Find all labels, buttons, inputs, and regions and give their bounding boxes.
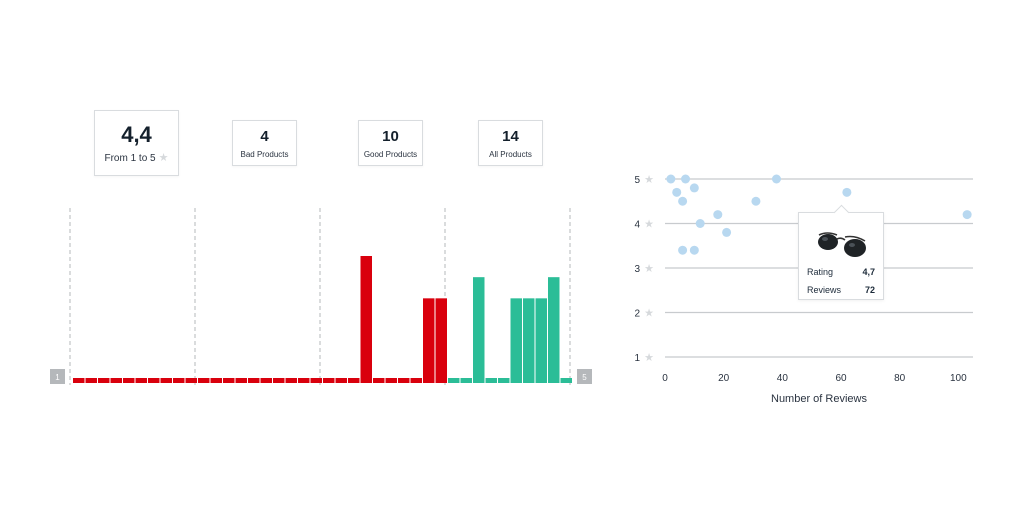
histogram-bar[interactable] — [385, 378, 398, 383]
all-products-card: 14 All Products — [478, 120, 543, 166]
y-tick-label: 5 — [634, 175, 640, 186]
histogram-bar[interactable] — [460, 378, 473, 383]
x-axis-label: Number of Reviews — [771, 393, 867, 405]
scatter-point[interactable] — [842, 187, 852, 197]
scatter-point[interactable] — [678, 196, 688, 206]
y-tick-label: 4 — [634, 220, 640, 231]
histogram-bar[interactable] — [198, 378, 210, 383]
bad-products-count: 4 — [260, 127, 269, 145]
sunglasses-icon — [818, 232, 866, 257]
bad-products-card: 4 Bad Products — [232, 120, 297, 166]
badge-label: 5 — [582, 373, 587, 382]
histogram-bar[interactable] — [423, 298, 435, 383]
histogram-bar[interactable] — [348, 378, 360, 383]
scatter-point[interactable] — [695, 219, 705, 228]
histogram-bar[interactable] — [135, 378, 148, 383]
scatter-point[interactable] — [678, 245, 688, 255]
histogram-bar[interactable] — [73, 378, 85, 383]
scatter-point[interactable] — [962, 210, 972, 220]
average-rating-label: From 1 to 5 — [104, 152, 156, 164]
tooltip-rating-value: 4,7 — [862, 267, 875, 277]
badge-label: 1 — [55, 373, 60, 382]
histogram-bar[interactable] — [485, 378, 498, 383]
scatter-point[interactable] — [681, 174, 691, 184]
histogram-bar[interactable] — [298, 378, 310, 383]
star-icon: ★ — [644, 352, 654, 364]
x-end-badge: 5 — [577, 369, 592, 384]
histogram-bar[interactable] — [398, 378, 410, 383]
histogram-bar[interactable] — [185, 378, 198, 383]
histogram-bar[interactable] — [448, 378, 460, 383]
good-products-card: 10 Good Products — [358, 120, 423, 166]
x-tick-label: 80 — [894, 373, 906, 384]
histogram-bar[interactable] — [523, 298, 535, 383]
scatter-point[interactable] — [689, 183, 699, 193]
bad-products-label: Bad Products — [240, 149, 289, 159]
scatter-point[interactable] — [672, 187, 682, 197]
histogram-bar[interactable] — [160, 378, 173, 383]
histogram-bar[interactable] — [498, 378, 510, 383]
scatter-point[interactable] — [751, 196, 761, 206]
histogram-bar[interactable] — [173, 378, 185, 383]
histogram-bar[interactable] — [85, 378, 98, 383]
histogram-bar[interactable] — [310, 378, 323, 383]
histogram-bar[interactable] — [210, 378, 223, 383]
histogram-bar[interactable] — [560, 378, 573, 383]
x-tick-label: 40 — [777, 373, 789, 384]
scatter-point[interactable] — [771, 174, 781, 184]
tooltip-rating-label: Rating — [807, 267, 834, 277]
x-tick-label: 60 — [835, 373, 847, 384]
histogram-bar[interactable] — [360, 256, 373, 383]
tooltip-reviews-value: 72 — [864, 285, 875, 295]
x-start-badge: 1 — [50, 369, 65, 384]
histogram-bar[interactable] — [535, 298, 548, 383]
histogram-bar[interactable] — [273, 378, 285, 383]
star-icon: ★ — [644, 263, 654, 275]
x-tick-label: 100 — [950, 373, 967, 384]
histogram-bar[interactable] — [410, 378, 423, 383]
product-tooltip: Rating 4,7 Reviews 72 — [798, 204, 884, 300]
histogram-bar[interactable] — [110, 378, 123, 383]
histogram-bar[interactable] — [98, 378, 110, 383]
rating-vs-reviews-scatter: 1 ★ 2 ★ 3 ★ 4 ★ 5 ★ 0 20 40 60 80 100 Number of Reviews — [634, 174, 973, 405]
scatter-point[interactable] — [666, 174, 676, 184]
average-rating-value: 4,4 — [121, 121, 152, 147]
histogram-bar[interactable] — [223, 378, 235, 383]
histogram-bar[interactable] — [148, 378, 160, 383]
all-products-label: All Products — [489, 149, 532, 159]
y-tick-label: 3 — [634, 264, 640, 275]
good-products-count: 10 — [382, 127, 399, 145]
tooltip-reviews-label: Reviews — [807, 285, 842, 295]
scatter-point[interactable] — [713, 210, 723, 220]
all-products-count: 14 — [502, 127, 519, 145]
star-icon: ★ — [158, 152, 169, 164]
star-icon: ★ — [644, 308, 654, 320]
histogram-bar[interactable] — [323, 378, 335, 383]
star-icon: ★ — [644, 219, 654, 231]
histogram-bar[interactable] — [510, 298, 523, 383]
histogram-bar[interactable] — [335, 378, 348, 383]
histogram-bar[interactable] — [260, 378, 273, 383]
scatter-point[interactable] — [722, 227, 732, 237]
average-rating-card: 4,4 From 1 to 5 ★ — [94, 110, 179, 176]
star-icon: ★ — [644, 174, 654, 186]
histogram-bar[interactable] — [548, 277, 560, 383]
histogram-bar[interactable] — [373, 378, 385, 383]
good-products-label: Good Products — [363, 149, 418, 159]
histogram-bar[interactable] — [473, 277, 485, 383]
x-tick-label: 20 — [718, 373, 730, 384]
x-tick-label: 0 — [662, 373, 668, 384]
histogram-bar[interactable] — [248, 378, 260, 383]
scatter-point[interactable] — [689, 245, 699, 255]
histogram-bar[interactable] — [123, 378, 135, 383]
histogram-bar[interactable] — [285, 378, 298, 383]
y-tick-label: 2 — [634, 309, 640, 320]
histogram-bar[interactable] — [435, 298, 448, 383]
histogram-bar[interactable] — [235, 378, 248, 383]
y-tick-label: 1 — [634, 353, 640, 364]
